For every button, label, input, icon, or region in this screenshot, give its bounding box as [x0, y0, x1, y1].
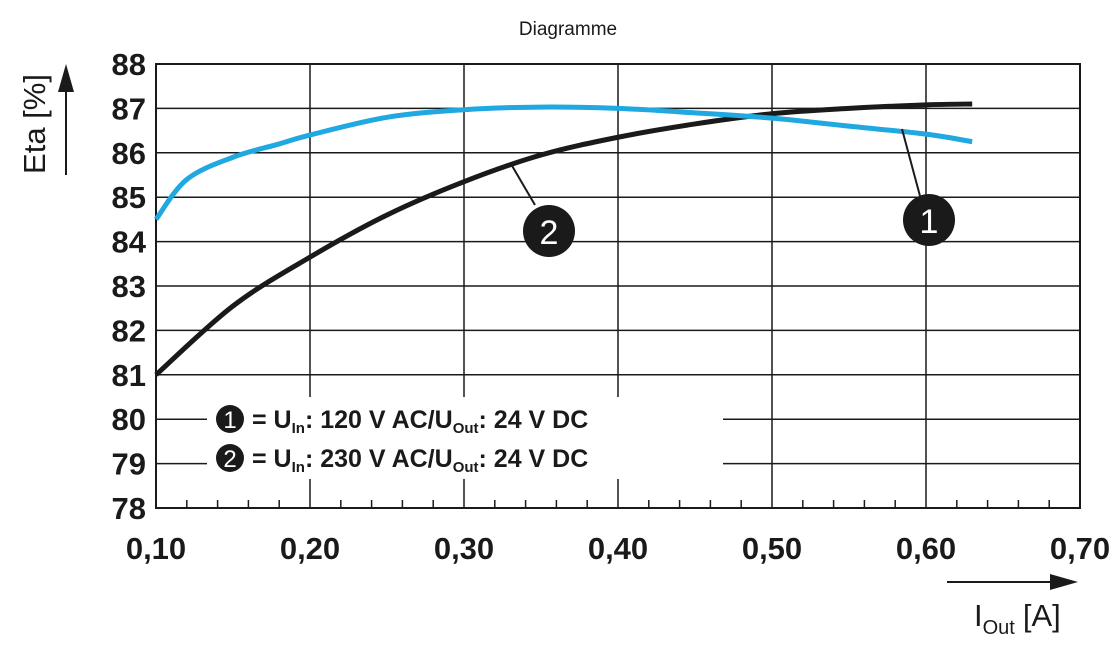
series-line-2: [154, 101, 973, 377]
legend-marker-2-label: 2: [223, 446, 236, 473]
x-tick-label: 0,40: [588, 531, 648, 566]
legend-marker-1-label: 1: [223, 407, 236, 434]
callout-2-leader: [510, 163, 536, 206]
y-tick-label: 78: [112, 491, 146, 526]
chart-title: Diagramme: [519, 19, 617, 40]
legend: 1 = UIn: 120 V AC/UOut: 24 V DC 2 = UIn:…: [207, 397, 723, 479]
legend-marker-2: [216, 444, 244, 472]
y-tick-label: 83: [112, 269, 146, 304]
x-axis-arrow-head: [1050, 574, 1078, 590]
x-tick-label: 0,30: [434, 531, 494, 566]
callout-1-label: 1: [920, 203, 939, 241]
y-tick-label: 85: [112, 180, 146, 215]
x-axis-label: IOut [A]: [974, 598, 1061, 639]
y-tick-label: 79: [112, 447, 146, 482]
x-tick-labels: 0,10 0,20 0,30 0,40 0,50 0,60 0,70: [126, 531, 1110, 566]
minor-ticks: [186, 500, 1050, 508]
legend-background: [207, 397, 723, 479]
y-tick-label: 80: [112, 402, 146, 437]
x-tick-label: 0,70: [1050, 531, 1110, 566]
y-tick-label: 81: [112, 358, 146, 393]
series-lines: [153, 101, 973, 377]
y-axis-label: Eta [%]: [17, 74, 52, 174]
x-tick-label: 0,20: [280, 531, 340, 566]
callout-1: 1: [901, 128, 955, 246]
callout-2: 2: [510, 163, 575, 257]
x-tick-label: 0,50: [742, 531, 802, 566]
y-tick-label: 88: [112, 47, 146, 82]
y-tick-label: 82: [112, 313, 146, 348]
plot-frame: [155, 63, 1081, 509]
y-tick-label: 84: [112, 225, 147, 260]
legend-entry-1: 1 = UIn: 120 V AC/UOut: 24 V DC: [216, 405, 588, 437]
x-tick-label: 0,10: [126, 531, 186, 566]
series-line-1: [153, 104, 973, 221]
callout-1-circle: [903, 194, 955, 246]
callout-1-leader: [901, 128, 921, 197]
legend-entry-2: 2 = UIn: 230 V AC/UOut: 24 V DC: [216, 444, 588, 476]
legend-marker-1: [216, 405, 244, 433]
x-tick-label: 0,60: [896, 531, 956, 566]
y-tick-label: 86: [112, 136, 146, 171]
legend-label-1: = UIn: 120 V AC/UOut: 24 V DC: [252, 406, 588, 437]
x-axis-label-group: IOut [A]: [947, 574, 1078, 639]
callout-2-circle: [523, 205, 575, 257]
y-tick-labels: 78 79 80 81 82 83 84 85 86 87 88: [112, 47, 147, 526]
legend-label-2: = UIn: 230 V AC/UOut: 24 V DC: [252, 445, 588, 476]
y-axis-arrow-head: [58, 64, 74, 92]
y-axis-label-group: Eta [%]: [17, 64, 74, 175]
callout-2-label: 2: [540, 214, 559, 252]
y-tick-label: 87: [112, 91, 146, 126]
